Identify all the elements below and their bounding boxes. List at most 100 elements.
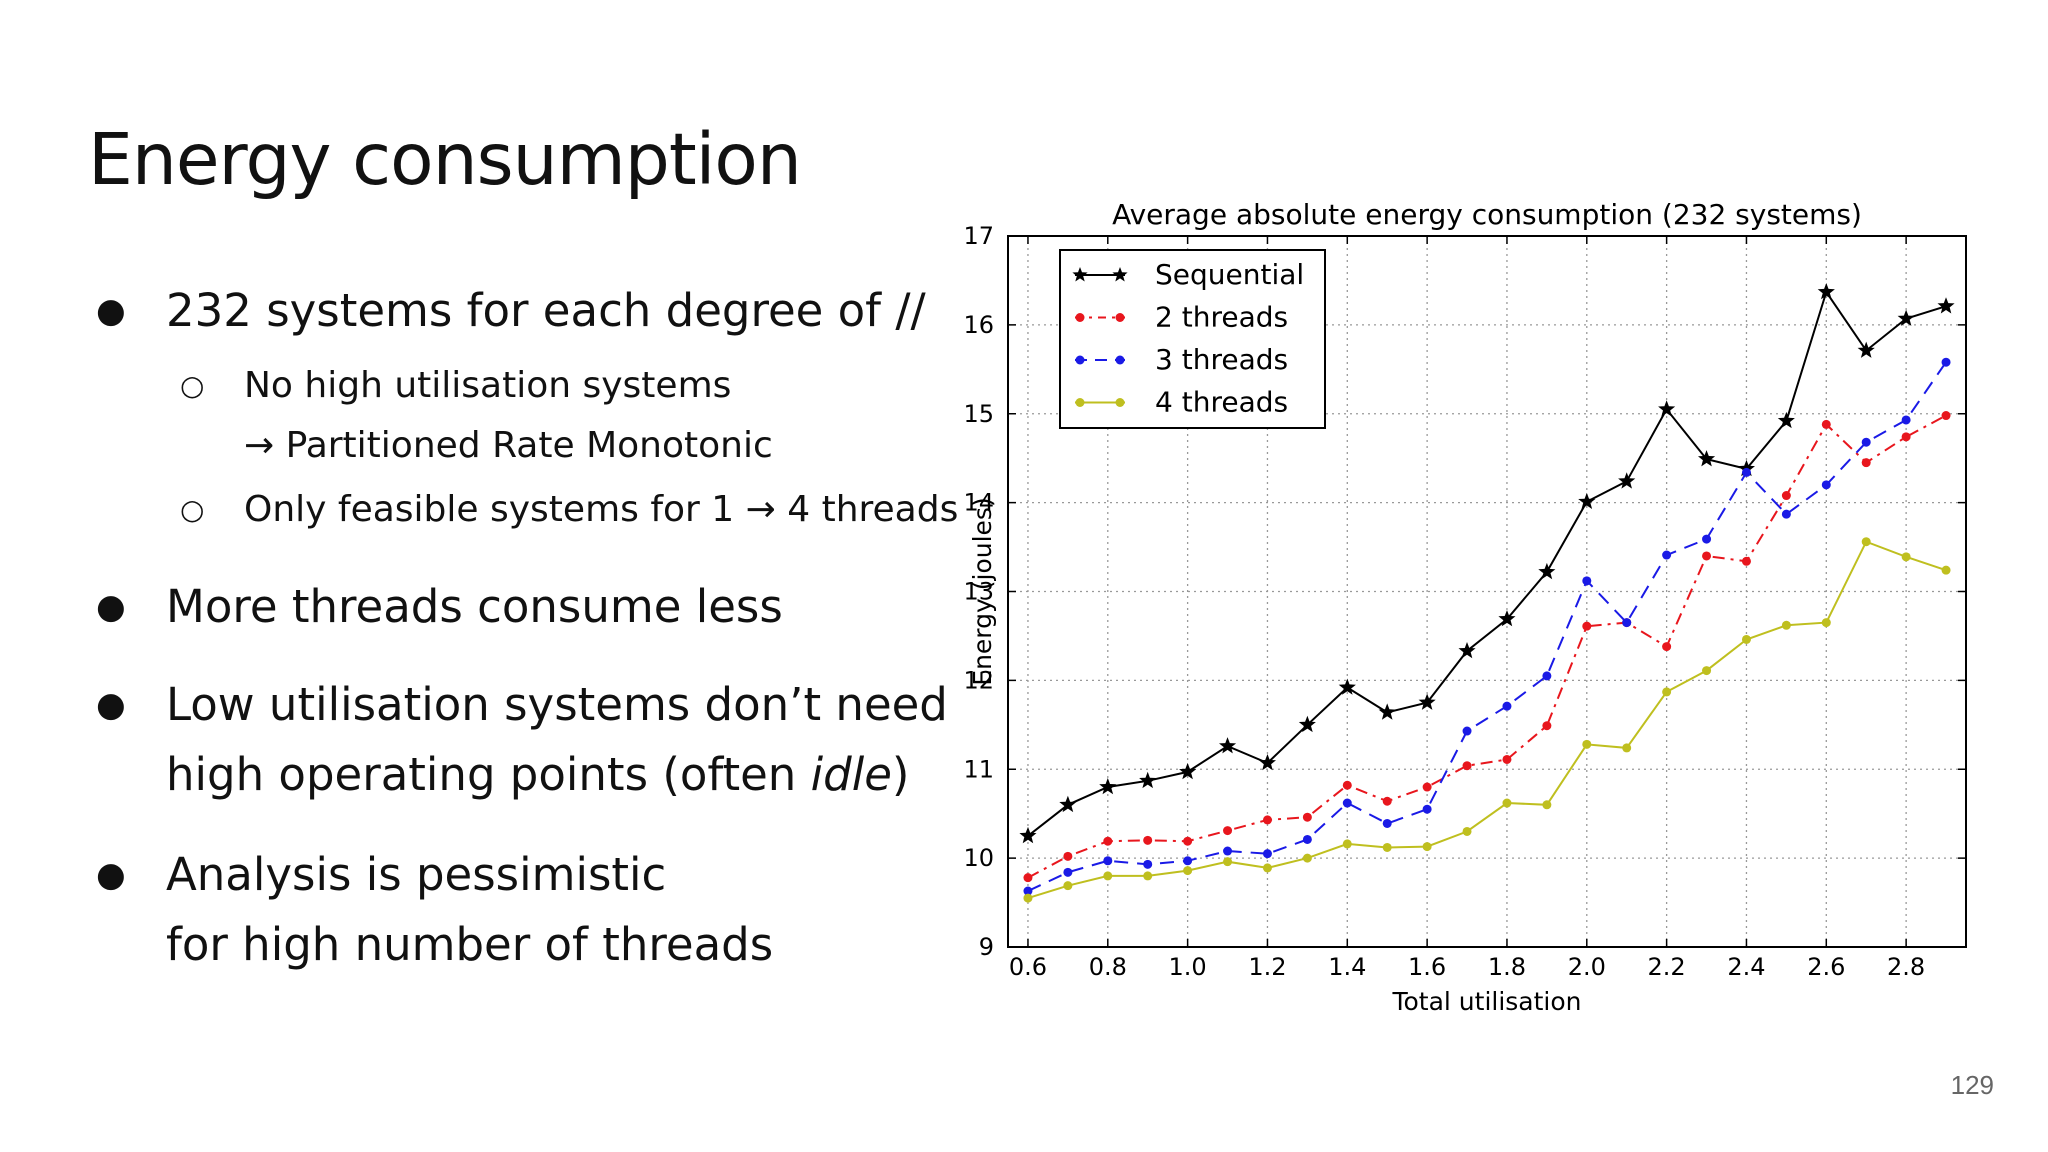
series-point-1 (1582, 621, 1592, 631)
bullet-text-line2: high operating points (often idle) (166, 740, 909, 810)
series-point-0 (1258, 754, 1276, 771)
y-tick-label: 14 (963, 489, 994, 517)
legend-marker-3 (1115, 398, 1125, 407)
bullet-dot-icon: ● (96, 587, 126, 627)
series-point-3 (1302, 853, 1312, 863)
series-point-2 (1422, 804, 1432, 814)
series-point-2 (1183, 856, 1193, 866)
series-point-3 (1542, 800, 1552, 810)
series-point-0 (1338, 678, 1356, 695)
bullet-text: Analysis is pessimistic (166, 848, 667, 901)
legend-label-2: 3 threads (1155, 343, 1288, 376)
series-point-3 (1143, 871, 1153, 881)
series-point-0 (1139, 771, 1157, 789)
series-point-1 (1262, 815, 1272, 825)
series-point-2 (1821, 480, 1831, 490)
series-point-3 (1941, 565, 1951, 575)
series-point-0 (1298, 715, 1316, 733)
series-point-2 (1382, 818, 1392, 828)
series-point-2 (1502, 701, 1512, 711)
legend-marker-3 (1075, 398, 1085, 407)
series-point-3 (1582, 739, 1592, 749)
series-point-3 (1023, 893, 1033, 903)
series-point-3 (1262, 863, 1272, 873)
series-point-1 (1342, 780, 1352, 790)
subbullet-text: → Partitioned Rate Monotonic (244, 425, 773, 466)
series-point-2 (1702, 534, 1712, 544)
series-point-0 (1937, 297, 1955, 314)
bullet-dot-icon: ● (96, 855, 126, 895)
series-point-2 (1781, 509, 1791, 519)
series-point-1 (1941, 411, 1951, 421)
series-line-2 (1027, 361, 1947, 892)
y-tick-label: 17 (963, 222, 994, 250)
series-point-0 (1059, 795, 1077, 813)
series-point-0 (1099, 778, 1117, 795)
series-point-3 (1422, 842, 1432, 852)
series-point-2 (1342, 798, 1352, 808)
series-point-2 (1861, 437, 1871, 447)
x-tick-label: 2.2 (1648, 953, 1686, 981)
series-point-1 (1821, 419, 1831, 429)
series-point-2 (1662, 550, 1672, 560)
y-tick-label: 15 (963, 400, 994, 428)
x-tick-label: 2.8 (1887, 953, 1925, 981)
series-point-0 (1578, 492, 1596, 509)
series-point-0 (1857, 341, 1875, 358)
y-tick-label: 9 (979, 933, 994, 961)
chart-title: Average absolute energy consumption (232… (1112, 198, 1862, 231)
series-point-0 (1618, 472, 1636, 489)
series-point-2 (1542, 671, 1552, 681)
series-point-1 (1781, 491, 1791, 501)
subbullet-circle-icon: ○ (180, 369, 205, 402)
series-point-1 (1422, 782, 1432, 792)
series-point-1 (1542, 721, 1552, 731)
series-point-2 (1302, 834, 1312, 844)
series-point-1 (1143, 835, 1153, 845)
series-point-1 (1861, 458, 1871, 468)
legend-marker-0 (1072, 267, 1088, 282)
series-point-3 (1622, 743, 1632, 753)
series-point-0 (1019, 826, 1037, 844)
series-point-1 (1103, 836, 1113, 846)
series-point-1 (1023, 873, 1033, 883)
series-point-0 (1698, 450, 1716, 467)
x-tick-label: 1.0 (1169, 953, 1207, 981)
series-point-1 (1502, 754, 1512, 764)
series-point-0 (1777, 411, 1795, 429)
y-axis-label: Energy (joules) (968, 497, 997, 685)
subbullet-text: Only feasible systems for 1 → 4 threads (244, 489, 959, 530)
bullet-text: Low utilisation systems don’t need (166, 678, 948, 731)
series-point-2 (1223, 846, 1233, 856)
series-point-0 (1897, 309, 1915, 326)
legend-marker-0 (1112, 267, 1128, 282)
series-point-2 (1941, 357, 1951, 367)
bullet-dot-icon: ● (96, 291, 126, 331)
series-point-2 (1462, 726, 1472, 736)
series-point-2 (1901, 415, 1911, 425)
series-point-3 (1462, 826, 1472, 836)
series-point-2 (1582, 576, 1592, 586)
bullet-dot-icon: ● (96, 685, 126, 725)
series-point-3 (1382, 842, 1392, 852)
page-number: 129 (1950, 1070, 1994, 1100)
series-point-0 (1179, 762, 1197, 780)
series-point-3 (1103, 871, 1113, 881)
series-point-1 (1702, 551, 1712, 561)
series-point-3 (1662, 687, 1672, 697)
x-tick-label: 2.4 (1727, 953, 1765, 981)
series-line-1 (1027, 414, 1947, 879)
x-tick-label: 1.2 (1248, 953, 1286, 981)
series-point-1 (1462, 761, 1472, 771)
series-point-3 (1702, 666, 1712, 676)
legend-label-1: 2 threads (1155, 301, 1288, 334)
series-point-3 (1901, 552, 1911, 562)
y-tick-label: 12 (963, 666, 994, 694)
bullet-text-emphasis: idle (810, 748, 892, 801)
bullet-text: More threads consume less (166, 580, 783, 633)
series-point-3 (1063, 881, 1073, 891)
bullet-text: for high number of threads (166, 918, 774, 971)
y-tick-label: 16 (963, 311, 994, 339)
series-point-2 (1622, 618, 1632, 628)
